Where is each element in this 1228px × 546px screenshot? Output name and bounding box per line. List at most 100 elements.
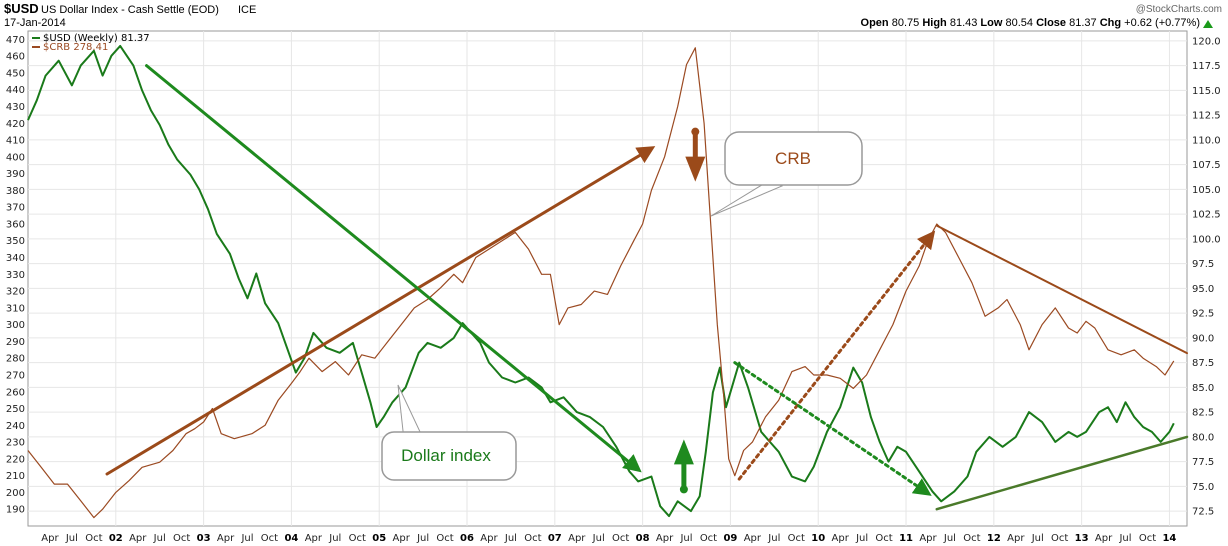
left-tick-label: 250 <box>6 404 25 415</box>
x-year-label: 04 <box>284 533 298 544</box>
open-label: Open <box>860 17 889 29</box>
chart-title: US Dollar Index - Cash Settle (EOD) <box>41 4 219 16</box>
right-tick-label: 85.0 <box>1192 383 1214 394</box>
left-tick-label: 440 <box>6 85 25 96</box>
right-tick-label: 75.0 <box>1192 482 1214 493</box>
x-year-label: 08 <box>636 533 650 544</box>
left-tick-label: 280 <box>6 354 25 365</box>
left-tick-label: 360 <box>6 219 25 230</box>
right-tick-label: 72.5 <box>1192 507 1214 518</box>
right-tick-label: 90.0 <box>1192 333 1214 344</box>
open-value: 80.75 <box>891 17 920 29</box>
left-tick-label: 330 <box>6 270 25 281</box>
right-tick-label: 105.0 <box>1192 185 1221 196</box>
x-month-label: Jul <box>767 533 780 544</box>
left-tick-label: 420 <box>6 119 25 130</box>
right-tick-label: 120.0 <box>1192 36 1221 47</box>
x-month-label: Oct <box>1051 533 1068 544</box>
usd-callout-box <box>381 431 517 481</box>
x-month-label: Jul <box>65 533 78 544</box>
usd-series-line <box>27 44 1175 518</box>
x-month-label: Jul <box>679 533 692 544</box>
x-month-label: Jul <box>855 533 868 544</box>
low-value: 80.54 <box>1005 17 1034 29</box>
left-tick-label: 350 <box>6 236 25 247</box>
x-month-label: Oct <box>788 533 805 544</box>
usd-callout-text: Dollar index <box>401 446 491 465</box>
x-month-label: Oct <box>875 533 892 544</box>
right-tick-label: 110.0 <box>1192 135 1221 146</box>
trendline-usd-decline <box>733 361 932 496</box>
high-label: High <box>922 17 947 29</box>
x-month-label: Jul <box>416 533 429 544</box>
x-month-label: Apr <box>480 533 498 544</box>
grid <box>28 31 1187 526</box>
left-tick-label: 400 <box>6 152 25 163</box>
trendline-crb-downtrend <box>935 224 1188 355</box>
x-year-label: 09 <box>723 533 737 544</box>
x-month-label: Apr <box>832 533 850 544</box>
right-tick-label: 95.0 <box>1192 284 1214 295</box>
chart-date: 17-Jan-2014 <box>4 17 66 29</box>
legend-crb-label: $CRB 278.41 <box>43 42 108 53</box>
x-month-label: Apr <box>1095 533 1113 544</box>
x-month-label: Apr <box>568 533 586 544</box>
x-month-label: Jul <box>240 533 253 544</box>
quote-bar: Open 80.75 High 81.43 Low 80.54 Close 81… <box>861 17 1200 30</box>
left-tick-label: 230 <box>6 438 25 449</box>
x-month-label: Apr <box>393 533 411 544</box>
legend-usd-label: $USD (Weekly) 81.37 <box>43 33 150 44</box>
right-tick-label: 87.5 <box>1192 358 1214 369</box>
chg-up-arrow-icon <box>1203 20 1213 28</box>
chg-value: +0.62 (+0.77%) <box>1124 17 1200 29</box>
left-tick-label: 200 <box>6 488 25 499</box>
left-tick-label: 460 <box>6 52 25 63</box>
x-month-label: Jul <box>504 533 517 544</box>
chart-symbol: $USD <box>4 1 39 16</box>
trendline-crb-uptrend <box>105 146 656 476</box>
close-label: Close <box>1036 17 1067 29</box>
x-month-label: Jul <box>153 533 166 544</box>
left-tick-label: 270 <box>6 370 25 381</box>
x-year-label: 12 <box>987 533 1001 544</box>
x-month-label: Jul <box>1118 533 1131 544</box>
crb-callout-text: CRB <box>775 149 811 168</box>
x-month-label: Apr <box>919 533 937 544</box>
left-tick-label: 190 <box>6 505 25 516</box>
left-tick-label: 220 <box>6 454 25 465</box>
left-tick-label: 430 <box>6 102 25 113</box>
x-month-label: Oct <box>349 533 366 544</box>
right-tick-label: 77.5 <box>1192 457 1214 468</box>
exchange-label: ICE <box>238 4 257 16</box>
left-tick-label: 300 <box>6 320 25 331</box>
x-month-label: Apr <box>305 533 323 544</box>
x-month-label: Apr <box>129 533 147 544</box>
x-year-label: 13 <box>1075 533 1089 544</box>
x-month-label: Jul <box>943 533 956 544</box>
x-month-label: Oct <box>261 533 278 544</box>
low-label: Low <box>980 17 1003 29</box>
x-year-label: 11 <box>899 533 913 544</box>
left-tick-label: 380 <box>6 186 25 197</box>
right-tick-label: 115.0 <box>1192 86 1221 97</box>
x-month-label: Apr <box>217 533 235 544</box>
right-tick-label: 107.5 <box>1192 160 1221 171</box>
x-year-label: 07 <box>548 533 562 544</box>
trendline-layer <box>105 64 1189 511</box>
left-tick-label: 470 <box>6 35 25 46</box>
x-month-label: Oct <box>700 533 717 544</box>
left-tick-label: 210 <box>6 471 25 482</box>
left-tick-label: 260 <box>6 387 25 398</box>
right-axis-ticks: 72.5 75.0 77.5 80.0 82.5 85.0 87.5 90.0 92.5 95.0… <box>1192 36 1221 517</box>
plot-frame <box>27 30 1188 527</box>
usd-up-arrow-head <box>673 439 694 465</box>
x-year-label: 10 <box>811 533 825 544</box>
left-axis-ticks: 190 200 210 220 230 240 250 260 270 280 290 300 310 3… <box>6 35 25 516</box>
trendline-usd-support <box>935 435 1189 511</box>
left-tick-label: 310 <box>6 303 25 314</box>
x-month-label: Jul <box>592 533 605 544</box>
left-tick-label: 240 <box>6 421 25 432</box>
x-year-label: 02 <box>109 533 123 544</box>
crb-callout-box <box>724 131 863 186</box>
